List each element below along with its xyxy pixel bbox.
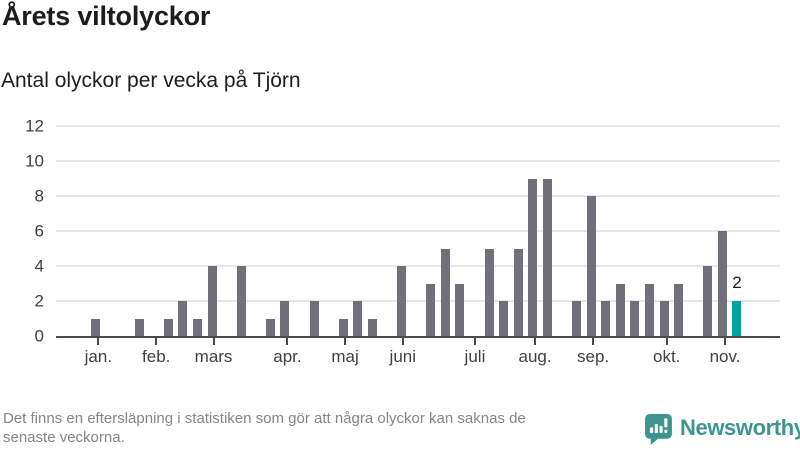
bar-week	[207, 266, 217, 336]
bar-week	[426, 283, 436, 336]
bar-week	[338, 318, 348, 336]
bar-week	[528, 178, 538, 336]
x-tick	[97, 338, 100, 345]
newsworthy-wordmark: Newsworthy	[680, 415, 800, 440]
x-tick	[724, 338, 726, 345]
x-tick	[286, 338, 289, 345]
gridline	[56, 160, 780, 162]
footnote-line2: senaste veckorna.	[3, 429, 125, 446]
x-axis: jan. feb. mars apr. maj juni juli aug. sep. okt. n…	[56, 338, 780, 370]
month-label-nov: nov.	[709, 347, 741, 366]
bar-week	[717, 231, 727, 336]
month-label-apr: apr.	[273, 347, 302, 366]
month-label-maj: maj	[331, 347, 359, 366]
x-tick	[212, 338, 215, 345]
x-tick	[401, 338, 404, 345]
y-tick-label: 10	[25, 151, 44, 171]
x-tick	[534, 338, 537, 345]
footnote: Det finns en eftersläpning i statistiken…	[3, 409, 526, 447]
bar-week	[484, 248, 494, 336]
newsworthy-icon	[645, 414, 672, 445]
bar-week	[236, 266, 246, 336]
bar-week	[440, 248, 450, 336]
y-tick-label: 0	[34, 326, 44, 346]
bar-week	[499, 301, 509, 336]
bar-week	[572, 301, 582, 336]
bar-week	[455, 283, 465, 336]
y-tick-label: 2	[34, 291, 44, 311]
month-label-feb: feb.	[142, 347, 171, 366]
bar-week	[163, 318, 173, 336]
bar-week	[513, 248, 523, 336]
bar-week	[90, 318, 100, 336]
bar-week	[309, 301, 319, 336]
bar-week	[397, 266, 407, 336]
month-label-juli: juli	[464, 347, 486, 366]
month-label-aug: aug.	[518, 347, 552, 366]
bar-week	[265, 318, 275, 336]
bar-week	[367, 318, 377, 336]
y-axis: 0 2 4 6 8 10 12	[0, 118, 44, 345]
x-tick	[592, 338, 595, 345]
bar-week	[178, 301, 188, 336]
y-tick-label: 6	[34, 221, 44, 241]
chart-title: Årets viltolyckor	[2, 1, 211, 31]
month-label-juni: juni	[389, 347, 417, 366]
bar-week	[703, 266, 713, 336]
month-label-sep: sep.	[576, 347, 610, 366]
plot-area: 2	[56, 125, 780, 338]
bar-week	[353, 301, 363, 336]
gridline	[56, 125, 780, 127]
bar-week	[193, 318, 202, 336]
bar-week	[659, 301, 669, 336]
gridline	[56, 300, 780, 302]
chart-subtitle: Antal olyckor per vecka på Tjörn	[1, 69, 301, 92]
bar-week	[615, 283, 625, 336]
bar-week	[601, 301, 611, 336]
bar-value-label: 2	[732, 273, 742, 292]
month-label-mars: mars	[194, 347, 233, 366]
bar-week	[630, 301, 640, 336]
bar-highlight-latest-week: 2	[732, 274, 742, 336]
gridline	[56, 230, 780, 232]
gridline	[56, 195, 780, 197]
bar-week	[542, 178, 552, 336]
newsworthy-logo: Newsworthy	[645, 414, 800, 445]
x-tick	[473, 338, 476, 345]
x-tick	[665, 338, 668, 345]
month-label-jan: jan.	[84, 347, 113, 366]
bar-week	[280, 301, 290, 336]
gridline	[56, 265, 780, 267]
month-label-okt: okt.	[652, 347, 681, 366]
footnote-line1: Det finns en eftersläpning i statistiken…	[3, 410, 526, 427]
bar-week	[644, 283, 654, 336]
bar-week	[586, 196, 596, 336]
y-tick-label: 8	[34, 186, 44, 206]
x-tick	[155, 338, 158, 345]
bar-week	[134, 318, 144, 336]
y-tick-label: 12	[25, 116, 44, 136]
bar-week	[674, 283, 684, 336]
x-tick	[344, 338, 347, 345]
y-tick-label: 4	[34, 256, 44, 276]
